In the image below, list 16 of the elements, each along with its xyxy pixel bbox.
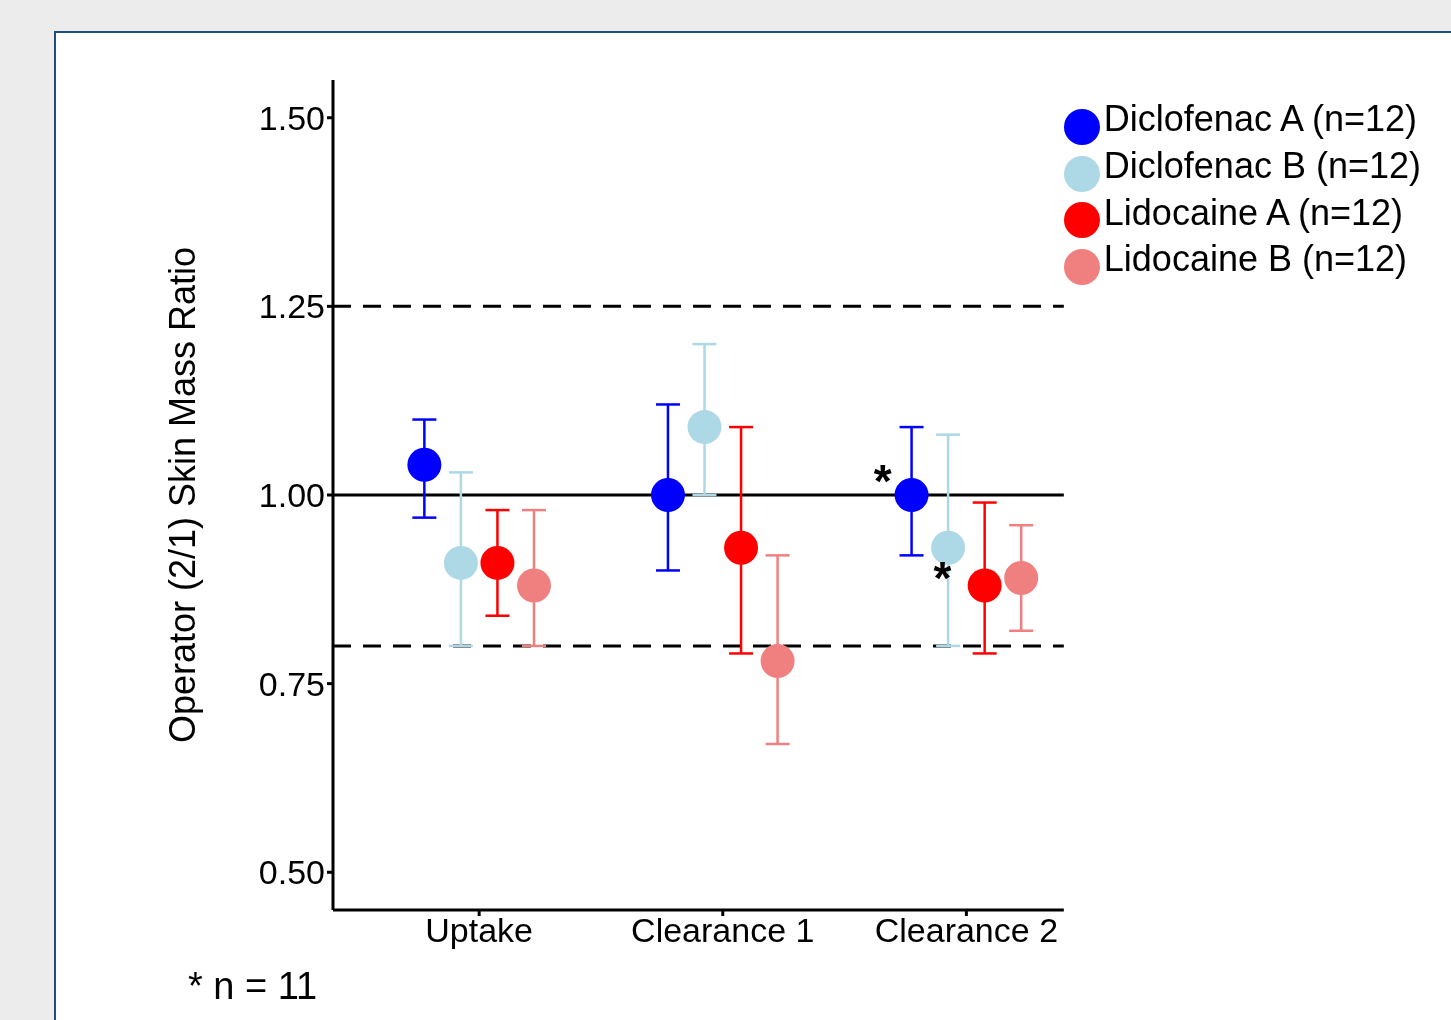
annotation: * <box>933 551 952 604</box>
y-tick-label: 0.75 <box>258 664 325 703</box>
x-tick-label: Clearance 1 <box>631 911 815 950</box>
legend-label: Diclofenac A (n=12) <box>1103 98 1418 139</box>
y-tick-label: 0.50 <box>258 853 325 892</box>
x-tick-label: Uptake <box>425 911 534 950</box>
y-tick-label: 1.50 <box>258 98 325 137</box>
legend-label: Diclofenac B (n=12) <box>1103 144 1421 186</box>
y-axis-title: Operator (2/1) Skin Mass Ratio <box>161 246 203 744</box>
y-tick-label: 1.25 <box>258 287 325 326</box>
annotation: * <box>873 455 892 508</box>
text: * n = 11 <box>188 965 318 1008</box>
x-tick-label: Clearance 2 <box>874 911 1059 950</box>
legend-label: Lidocaine B (n=12) <box>1103 238 1408 280</box>
legend-label: Lidocaine A (n=12) <box>1103 191 1404 233</box>
y-tick-label: 1.00 <box>258 476 325 515</box>
